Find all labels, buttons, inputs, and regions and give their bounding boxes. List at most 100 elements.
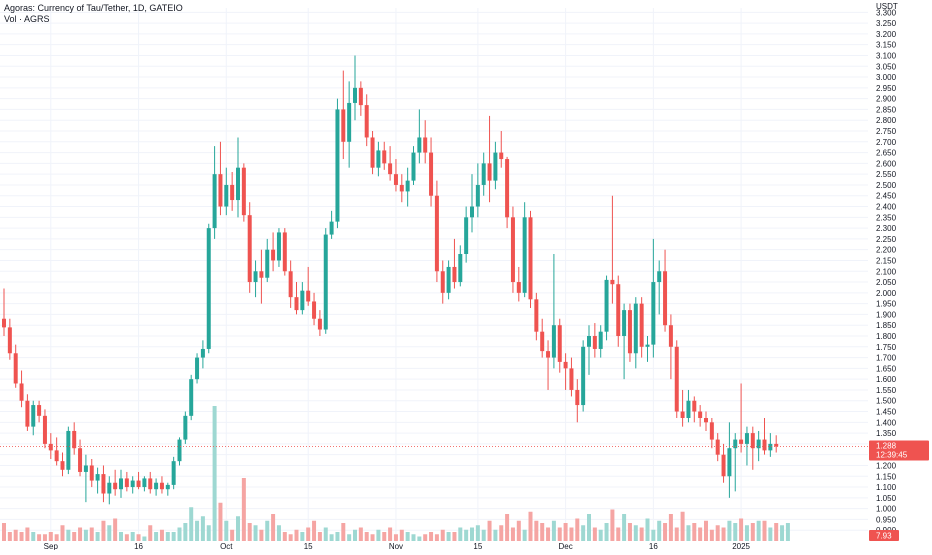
candle-body: [446, 266, 451, 293]
candle-body: [72, 430, 77, 449]
candle: [271, 232, 276, 272]
candle-body: [294, 297, 299, 311]
volume-bar: [411, 534, 416, 541]
y-tick-label: 2.050: [876, 278, 897, 287]
volume-bar: [540, 523, 545, 541]
volume-bar: [230, 529, 235, 541]
candle: [581, 340, 586, 412]
candle-body: [522, 217, 527, 293]
candle: [551, 254, 556, 369]
volume-bar: [563, 523, 568, 541]
candle-body: [598, 331, 603, 349]
candle-body: [540, 331, 545, 352]
y-tick-label: 3.150: [876, 41, 897, 50]
candle-body: [721, 454, 726, 477]
volume-bar: [83, 529, 88, 541]
volume-bar: [388, 527, 393, 541]
volume-bar: [306, 527, 311, 541]
candle: [353, 55, 357, 121]
volume-bar: [575, 518, 580, 541]
candle: [440, 260, 445, 304]
y-tick-label: 2.900: [876, 95, 897, 104]
candle: [300, 282, 305, 315]
volume-bar: [177, 527, 182, 541]
candle-body: [575, 389, 580, 406]
volume-bar: [762, 520, 767, 541]
candle-body: [581, 346, 586, 406]
volume-bar: [317, 532, 322, 541]
candle: [218, 141, 223, 216]
candle: [212, 146, 217, 239]
candle: [95, 467, 100, 494]
candle-body: [674, 346, 679, 412]
y-tick-label: 3.050: [876, 62, 897, 71]
candle-body: [616, 284, 621, 336]
candle-body: [528, 217, 533, 300]
volume-bar: [48, 532, 53, 541]
candle: [31, 400, 36, 436]
candle-body: [768, 443, 773, 451]
candle-body: [668, 325, 673, 347]
candle-body: [171, 461, 176, 485]
candle-body: [136, 480, 141, 488]
candle-body: [423, 137, 428, 153]
candle: [733, 433, 738, 492]
volume-bar: [236, 516, 240, 541]
candle: [505, 156, 510, 229]
volume-bar: [276, 525, 281, 541]
candle: [452, 238, 457, 289]
y-tick-label: 3.100: [876, 51, 897, 60]
volume-bar: [733, 523, 738, 541]
candle: [19, 370, 24, 408]
volume-bar: [744, 525, 749, 541]
y-tick-label: 2.100: [876, 267, 897, 276]
volume-bar: [13, 529, 18, 541]
candle-body: [83, 465, 88, 472]
volume-bar: [288, 534, 293, 541]
candle: [183, 411, 188, 444]
candle-body: [604, 279, 609, 332]
candle: [563, 353, 568, 390]
volume-bar: [534, 520, 539, 541]
candle: [464, 206, 469, 263]
y-tick-label: 3.250: [876, 19, 897, 28]
volume-bar: [680, 511, 685, 541]
candle: [698, 405, 703, 427]
candle-body: [756, 439, 761, 449]
candle-body: [159, 482, 164, 490]
candle: [358, 81, 363, 116]
candle: [627, 303, 632, 362]
volume-bar: [452, 532, 457, 541]
candle-body: [510, 217, 515, 283]
price-axis[interactable]: USDT0.9000.9501.0001.0501.1001.1501.2001…: [869, 2, 929, 541]
volume-bar: [364, 532, 369, 541]
candle: [510, 206, 515, 293]
volume-bar: [434, 534, 439, 541]
x-tick-label: Dec: [558, 542, 572, 550]
candle: [522, 202, 527, 298]
y-tick-label: 0.950: [876, 515, 897, 524]
volume-bar: [692, 523, 697, 541]
volume-bar: [130, 532, 135, 541]
volume-bar: [271, 514, 276, 541]
volume-bar: [704, 520, 708, 541]
volume-bar: [189, 507, 194, 541]
volume-bar: [95, 532, 100, 541]
candle: [721, 443, 726, 483]
volume-bar: [148, 525, 153, 541]
x-tick-label: 16: [649, 542, 658, 550]
candle-body: [370, 137, 375, 168]
candle: [540, 318, 545, 358]
volume-bar: [446, 532, 451, 541]
candle: [674, 340, 679, 418]
candle: [569, 357, 574, 397]
y-tick-label: 1.700: [876, 354, 897, 363]
candle-body: [417, 137, 422, 153]
candle-body: [358, 87, 363, 106]
volume-bar: [627, 523, 632, 541]
volume-bar: [31, 532, 36, 541]
time-axis[interactable]: Sep 16 Oct 15 Nov 15 Dec 16 2025: [44, 542, 751, 551]
volume-bar: [657, 520, 662, 541]
